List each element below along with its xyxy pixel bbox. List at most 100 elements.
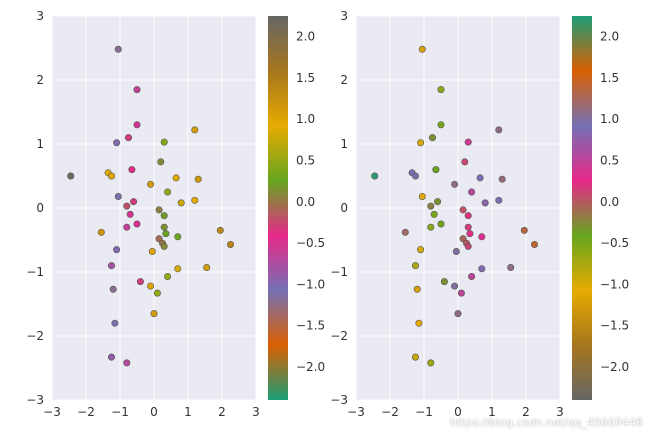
scatter-point xyxy=(148,248,156,256)
scatter-point xyxy=(172,174,180,182)
scatter-point xyxy=(411,262,419,270)
scatter-point xyxy=(114,45,122,53)
x-tick-label: 3 xyxy=(556,405,564,419)
y-tick-label: 0 xyxy=(36,201,44,215)
y-tick-label: −2 xyxy=(26,329,44,343)
y-tick-label: 1 xyxy=(340,137,348,151)
scatter-point xyxy=(432,166,440,174)
scatter-point xyxy=(413,285,421,293)
scatter-point xyxy=(109,285,117,293)
scatter-point xyxy=(427,202,435,210)
left-chart: −3 −2 −1 0 1 2 3 −3 −2 −1 0 1 2 3 2.0 1.5 1.0 0.5 0.0 −0.5 −… xyxy=(26,9,325,419)
scatter-point xyxy=(464,212,472,220)
y-tick-label: 2 xyxy=(36,73,44,87)
scatter-point xyxy=(418,45,426,53)
scatter-point xyxy=(113,246,121,254)
scatter-point xyxy=(155,206,163,214)
y-tick-label: 3 xyxy=(36,9,44,23)
scatter-point xyxy=(108,262,116,270)
scatter-point xyxy=(133,86,141,94)
colorbar-tick-label: 2.0 xyxy=(296,30,315,44)
scatter-point xyxy=(371,172,379,180)
x-tick-label: −1 xyxy=(415,405,433,419)
colorbar-tick-label: −2.0 xyxy=(296,360,325,374)
colorbar-tick-label: 0.5 xyxy=(296,154,315,168)
scatter-point xyxy=(476,174,484,182)
x-tick-label: −1 xyxy=(111,405,129,419)
scatter-point xyxy=(126,210,134,218)
colorbar-tick-label: −1.5 xyxy=(296,319,325,333)
scatter-point xyxy=(160,138,168,146)
x-tick-label: −3 xyxy=(347,405,365,419)
scatter-point xyxy=(417,139,425,147)
scatter-point xyxy=(133,220,141,228)
colorbar-tick-label: −2.0 xyxy=(600,360,629,374)
scatter-point xyxy=(108,353,116,361)
scatter-point xyxy=(437,121,445,129)
scatter-point xyxy=(147,180,155,188)
x-tick-label: −2 xyxy=(77,405,95,419)
scatter-point xyxy=(461,158,469,166)
scatter-point xyxy=(133,121,141,129)
y-tick-label: −1 xyxy=(26,265,44,279)
colorbar xyxy=(268,16,288,400)
scatter-point xyxy=(123,223,131,231)
scatter-point xyxy=(478,233,486,241)
x-tick-label: 2 xyxy=(522,405,530,419)
scatter-point xyxy=(150,310,158,318)
scatter-point xyxy=(157,158,165,166)
scatter-point xyxy=(191,126,199,134)
x-tick-label: 3 xyxy=(252,405,260,419)
scatter-point xyxy=(113,139,121,147)
colorbar-tick-label: 1.5 xyxy=(600,71,619,85)
scatter-point xyxy=(464,223,472,231)
colorbar-tick-label: −0.5 xyxy=(296,236,325,250)
scatter-point xyxy=(481,199,489,207)
scatter-point xyxy=(464,242,472,250)
colorbar-tick-label: −0.5 xyxy=(600,236,629,250)
colorbar-tick-label: −1.0 xyxy=(296,277,325,291)
scatter-point xyxy=(130,198,138,206)
x-tick-label: 1 xyxy=(488,405,496,419)
scatter-point xyxy=(451,282,459,290)
colorbar-tick-label: 1.0 xyxy=(296,112,315,126)
scatter-point xyxy=(97,228,105,236)
scatter-point xyxy=(164,188,172,196)
colorbar-tick-label: 2.0 xyxy=(600,30,619,44)
scatter-point xyxy=(123,359,131,367)
scatter-point xyxy=(520,226,528,234)
y-tick-label: 3 xyxy=(340,9,348,23)
scatter-point xyxy=(457,289,465,297)
colorbar-tick-label: −1.0 xyxy=(600,277,629,291)
scatter-point xyxy=(194,175,202,183)
scatter-point xyxy=(177,199,185,207)
scatter-point xyxy=(411,353,419,361)
scatter-point xyxy=(495,126,503,134)
scatter-point xyxy=(125,134,133,142)
scatter-point xyxy=(437,86,445,94)
scatter-point xyxy=(160,242,168,250)
scatter-point xyxy=(468,272,476,280)
scatter-point xyxy=(417,246,425,254)
scatter-point xyxy=(160,212,168,220)
watermark: https://blog.csdn.net/qq_45669448 xyxy=(449,416,643,429)
colorbar-tick-label: 1.0 xyxy=(600,112,619,126)
scatter-point xyxy=(114,192,122,200)
colorbar xyxy=(572,16,592,400)
scatter-point xyxy=(430,210,438,218)
scatter-point xyxy=(164,272,172,280)
scatter-point xyxy=(466,230,474,238)
scatter-point xyxy=(128,166,136,174)
x-tick-label: 0 xyxy=(150,405,158,419)
scatter-point xyxy=(111,319,119,327)
scatter-point xyxy=(530,240,538,248)
scatter-point xyxy=(67,172,75,180)
right-chart: −3 −2 −1 0 1 2 3 −3 −2 −1 0 1 2 3 2.0 1.5 1.0 0.5 0.0 −0.5 −… xyxy=(330,9,629,419)
scatter-point xyxy=(437,220,445,228)
scatter-point xyxy=(153,289,161,297)
x-tick-label: −3 xyxy=(43,405,61,419)
scatter-point xyxy=(459,206,467,214)
scatter-point xyxy=(227,240,235,248)
y-tick-label: 1 xyxy=(36,137,44,151)
